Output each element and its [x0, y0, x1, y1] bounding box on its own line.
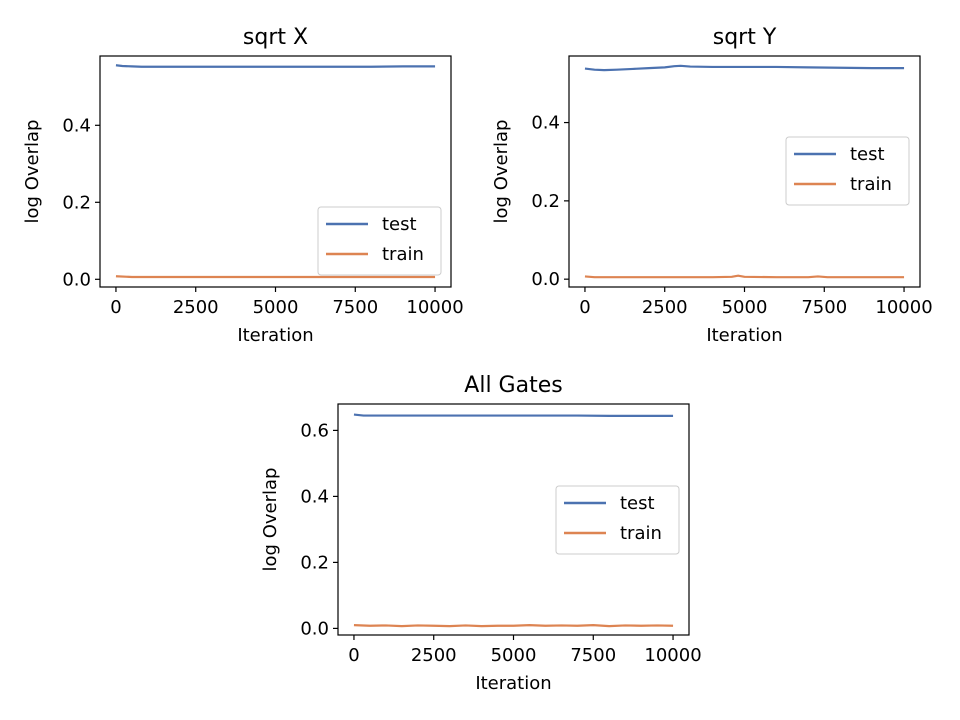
x-axis-label: Iteration	[237, 325, 313, 346]
series-line-train	[584, 274, 905, 279]
x-tick-label: 0	[579, 297, 590, 318]
x-tick-label: 10000	[875, 297, 932, 318]
legend-label: test	[850, 144, 885, 165]
series-line-test	[353, 413, 674, 417]
x-tick-label: 2500	[411, 645, 457, 666]
x-axis-label: Iteration	[475, 673, 551, 694]
chart-panel: 0 2500 5000 7500 10000 0.0 0.2 0.4 0.6 All Gates I…	[260, 373, 702, 694]
chart-title: sqrt Y	[713, 25, 777, 50]
y-tick-label: 0.2	[62, 192, 91, 213]
y-tick-label: 0.4	[531, 113, 560, 134]
x-tick-label: 5000	[253, 297, 299, 318]
y-axis-label: log Overlap	[260, 468, 281, 572]
x-tick-label: 5000	[491, 645, 537, 666]
chart-panel: 0 2500 5000 7500 10000 0.0 0.2 0.4 sqrt X Iterati…	[22, 25, 464, 346]
series-line-test	[115, 64, 436, 68]
legend-label: test	[382, 214, 417, 235]
legend: test train	[785, 136, 910, 206]
x-tick-label: 10000	[406, 297, 463, 318]
x-tick-label: 0	[348, 645, 359, 666]
x-tick-label: 2500	[642, 297, 688, 318]
legend-label: train	[620, 523, 662, 544]
y-tick-label: 0.2	[300, 552, 329, 573]
x-tick-label: 7500	[332, 297, 378, 318]
y-axis-label: log Overlap	[22, 120, 43, 224]
series-line-train	[353, 624, 674, 628]
x-tick-label: 2500	[173, 297, 219, 318]
y-tick-label: 0.0	[62, 269, 91, 290]
legend: test train	[317, 206, 442, 276]
series-line-train	[115, 275, 436, 279]
x-axis-label: Iteration	[706, 325, 782, 346]
y-tick-label: 0.0	[531, 269, 560, 290]
chart-panel: 0 2500 5000 7500 10000 0.0 0.2 0.4 sqrt Y Iterati…	[491, 25, 933, 346]
x-tick-label: 5000	[722, 297, 768, 318]
x-tick-label: 7500	[801, 297, 847, 318]
series-line-test	[584, 64, 905, 72]
legend-label: test	[620, 493, 655, 514]
x-tick-label: 0	[110, 297, 121, 318]
legend-label: train	[382, 244, 424, 265]
chart-title: All Gates	[464, 373, 562, 398]
y-tick-label: 0.0	[300, 618, 329, 639]
y-tick-label: 0.4	[300, 486, 329, 507]
chart-title: sqrt X	[243, 25, 308, 50]
legend: test train	[555, 485, 680, 555]
y-tick-label: 0.6	[300, 420, 329, 441]
x-tick-label: 10000	[644, 645, 701, 666]
y-axis-label: log Overlap	[491, 120, 512, 224]
x-tick-label: 7500	[570, 645, 616, 666]
legend-label: train	[850, 174, 892, 195]
y-tick-label: 0.2	[531, 191, 560, 212]
y-tick-label: 0.4	[62, 115, 91, 136]
